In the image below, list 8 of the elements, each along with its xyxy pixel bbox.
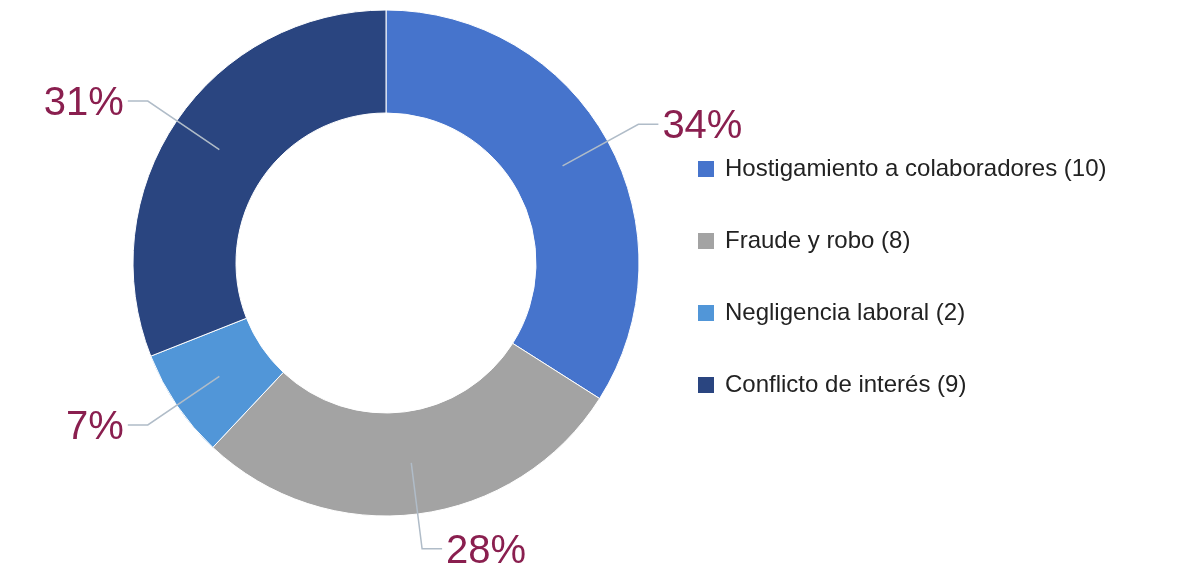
legend-label: Hostigamiento a colaboradores (10) [725,154,1107,182]
legend-label: Negligencia laboral (2) [725,298,966,326]
data-label: 34% [662,102,743,147]
legend-label: Fraude y robo (8) [725,226,911,254]
data-label: 28% [446,526,527,571]
data-label: 7% [65,402,124,447]
data-label: 31% [43,79,124,124]
legend-label: Conflicto de interés (9) [725,370,967,398]
